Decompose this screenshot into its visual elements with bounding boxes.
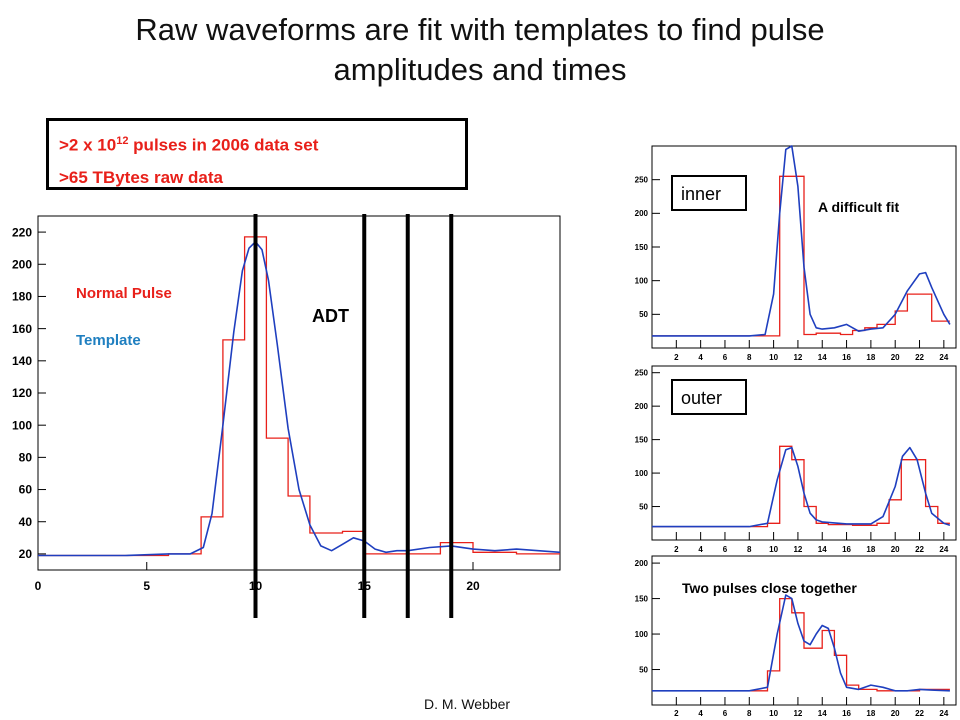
- x-tick-label: 22: [915, 709, 924, 718]
- x-tick-label: 4: [698, 353, 703, 362]
- x-tick-label: 10: [769, 353, 778, 362]
- y-tick-label: 120: [12, 386, 32, 400]
- y-tick-label: 180: [12, 290, 32, 304]
- normal-pulse-label: Normal Pulse: [76, 285, 172, 302]
- data-volume-text: >65 TBytes raw data: [59, 167, 223, 187]
- y-tick-label: 140: [12, 354, 32, 368]
- template-label: Template: [76, 332, 141, 349]
- x-tick-label: 2: [674, 545, 679, 554]
- y-tick-label: 60: [19, 483, 33, 497]
- y-tick-label: 100: [635, 276, 649, 285]
- pulse-count-text: >2 x 1012 pulses in 2006 data set: [59, 135, 319, 155]
- pulse-step-series: [38, 236, 560, 557]
- x-tick-label: 2: [674, 353, 679, 362]
- title-line-1: Raw waveforms are fit with templates to …: [135, 12, 825, 47]
- template-curve-series: [652, 446, 951, 528]
- x-tick-label: 10: [769, 545, 778, 554]
- x-tick-label: 6: [723, 545, 728, 554]
- x-tick-label: 22: [915, 353, 924, 362]
- template-curve-series: [652, 594, 950, 692]
- x-tick-label: 18: [866, 709, 875, 718]
- x-tick-label: 8: [747, 545, 752, 554]
- y-tick-label: 220: [12, 225, 32, 239]
- y-tick-label: 250: [635, 368, 649, 377]
- two-pulses-label: Two pulses close together: [682, 580, 857, 596]
- y-tick-label: 200: [12, 257, 32, 271]
- plot-frame: [37, 215, 561, 571]
- y-tick-label: 160: [12, 322, 32, 336]
- x-tick-label: 6: [723, 709, 728, 718]
- x-tick-label: 14: [818, 545, 827, 554]
- x-tick-label: 20: [891, 709, 900, 718]
- x-tick-label: 18: [866, 545, 875, 554]
- x-tick-label: 20: [466, 579, 480, 593]
- y-tick-label: 50: [639, 502, 648, 511]
- y-tick-label: 150: [635, 435, 649, 444]
- x-tick-label: 5: [143, 579, 150, 593]
- y-tick-label: 200: [635, 402, 649, 411]
- x-tick-label: 20: [891, 353, 900, 362]
- y-tick-label: 100: [635, 469, 649, 478]
- y-tick-label: 100: [635, 630, 649, 639]
- x-tick-label: 4: [698, 709, 703, 718]
- stats-callout-box: >2 x 1012 pulses in 2006 data set >65 TB…: [46, 118, 468, 190]
- x-tick-label: 8: [747, 709, 752, 718]
- template-curve-series: [38, 240, 561, 557]
- difficult-fit-label: A difficult fit: [818, 199, 899, 215]
- y-tick-label: 80: [19, 451, 33, 465]
- y-tick-label: 200: [635, 559, 649, 568]
- y-tick-label: 20: [19, 547, 33, 561]
- x-tick-label: 6: [723, 353, 728, 362]
- y-tick-label: 50: [639, 665, 648, 674]
- x-tick-label: 14: [818, 709, 827, 718]
- x-tick-label: 4: [698, 545, 703, 554]
- x-tick-label: 16: [842, 353, 851, 362]
- x-tick-label: 10: [769, 709, 778, 718]
- x-tick-label: 22: [915, 545, 924, 554]
- x-tick-label: 24: [939, 353, 948, 362]
- x-tick-label: 12: [793, 353, 802, 362]
- x-tick-label: 8: [747, 353, 752, 362]
- slide-title: Raw waveforms are fit with templates to …: [20, 10, 940, 90]
- y-tick-label: 50: [639, 310, 648, 319]
- y-tick-label: 150: [635, 594, 649, 603]
- x-tick-label: 24: [939, 545, 948, 554]
- chart-main: 2040608010012014016018020022005101520Nor…: [12, 214, 561, 618]
- channel-label-outer: outer: [681, 388, 722, 408]
- y-tick-label: 40: [19, 515, 33, 529]
- title-line-2: amplitudes and times: [333, 52, 627, 87]
- x-tick-label: 24: [939, 709, 948, 718]
- x-tick-label: 14: [818, 353, 827, 362]
- x-tick-label: 16: [842, 709, 851, 718]
- x-tick-label: 18: [866, 353, 875, 362]
- channel-label-box: [671, 175, 747, 211]
- y-tick-label: 200: [635, 209, 649, 218]
- author-footer: D. M. Webber: [424, 696, 511, 712]
- x-tick-label: 12: [793, 545, 802, 554]
- x-tick-label: 12: [793, 709, 802, 718]
- y-tick-label: 150: [635, 243, 649, 252]
- template-curve-series: [652, 145, 951, 337]
- channel-label-box: [671, 379, 747, 415]
- x-tick-label: 20: [891, 545, 900, 554]
- y-tick-label: 250: [635, 175, 649, 184]
- x-tick-label: 2: [674, 709, 679, 718]
- y-tick-label: 100: [12, 418, 32, 432]
- channel-label-inner: inner: [681, 184, 721, 204]
- adt-label: ADT: [312, 306, 349, 326]
- x-tick-label: 16: [842, 545, 851, 554]
- x-tick-label: 0: [35, 579, 42, 593]
